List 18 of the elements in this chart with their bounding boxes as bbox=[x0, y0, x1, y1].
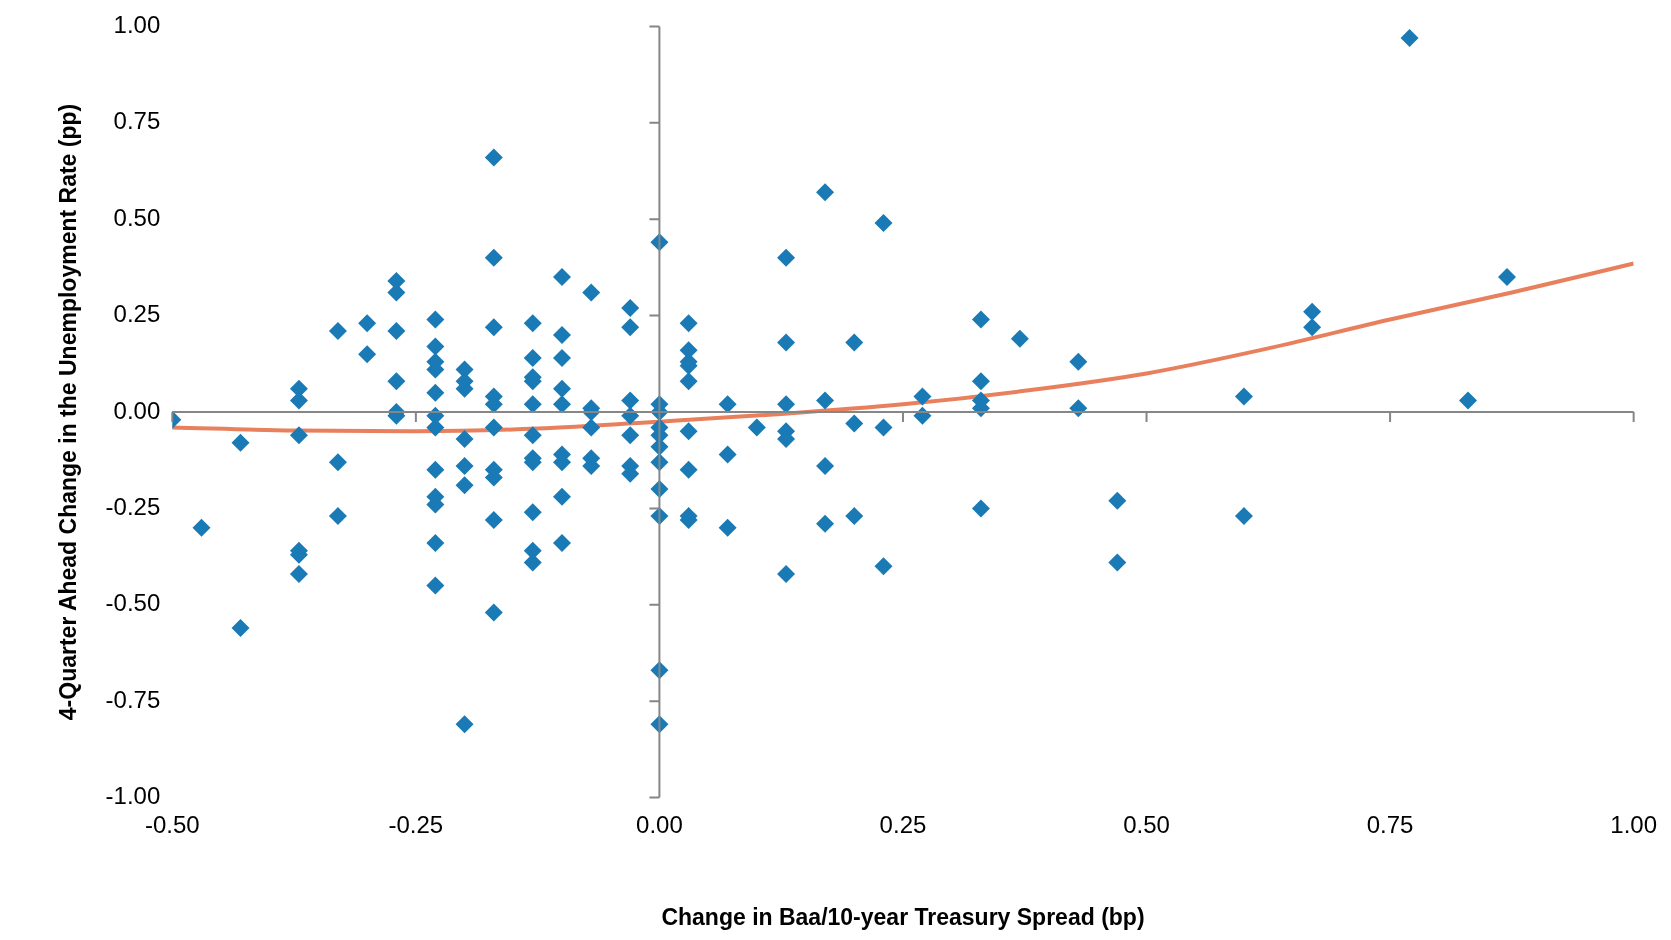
y-tick-label: 0.75 bbox=[113, 107, 161, 135]
y-tick-label: 0.50 bbox=[113, 203, 161, 231]
y-tick-label: -0.50 bbox=[105, 589, 161, 617]
y-tick-label: 1.00 bbox=[113, 11, 161, 39]
x-axis-title: Change in Baa/10-year Treasury Spread (bp) bbox=[661, 903, 1145, 930]
y-tick-label: 0.25 bbox=[113, 300, 161, 328]
x-tick-label: 0.25 bbox=[879, 810, 927, 838]
y-tick-label: 0.00 bbox=[113, 396, 161, 424]
y-axis-title: 4-Quarter Ahead Change in the Unemployment Rate (pp) bbox=[55, 103, 82, 721]
y-tick-label: -1.00 bbox=[105, 782, 161, 810]
x-tick-label: 1.00 bbox=[1610, 810, 1657, 838]
x-tick-label: 0.00 bbox=[636, 810, 683, 838]
x-tick-label: -0.50 bbox=[144, 810, 200, 838]
y-tick-label: -0.75 bbox=[105, 685, 161, 713]
y-tick-label: -0.25 bbox=[105, 493, 161, 521]
x-tick-label: 0.50 bbox=[1123, 810, 1170, 838]
x-tick-label: -0.25 bbox=[388, 810, 444, 838]
x-tick-label: 0.75 bbox=[1366, 810, 1414, 838]
